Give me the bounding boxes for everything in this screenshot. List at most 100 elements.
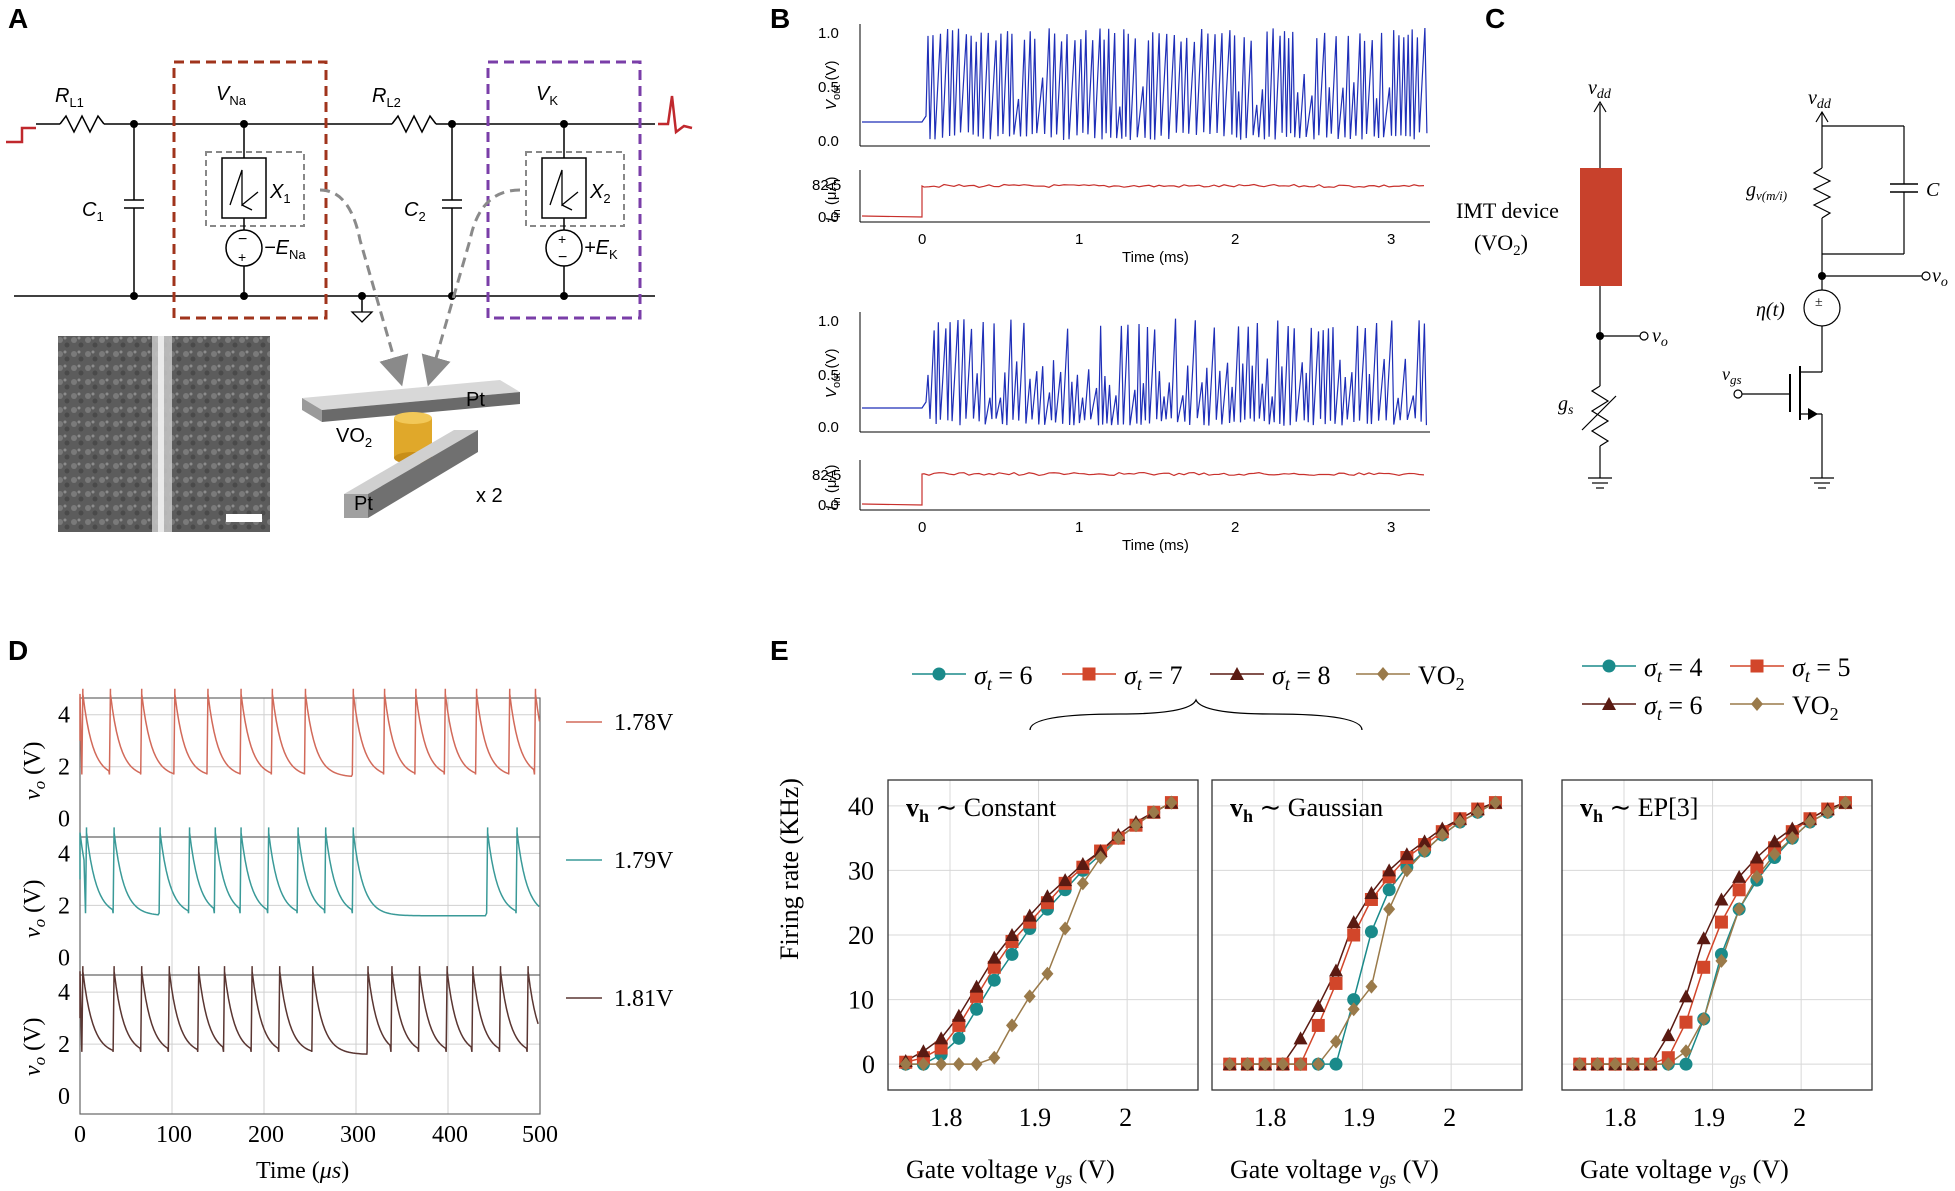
panel-a-circuit: − + + − RL1 RL2 VNa VK C1 C2 X1 X2 −ENa … xyxy=(6,60,693,532)
c-right-gv: gv(m/i) xyxy=(1746,179,1787,203)
legLeft-label-1: σt = 7 xyxy=(1124,661,1183,694)
pt-top-label: Pt xyxy=(466,389,485,411)
e-point-1-2-10 xyxy=(1399,847,1414,861)
x2-label: X2 xyxy=(589,181,611,206)
e-point-1-3-14 xyxy=(1471,805,1484,820)
b2-xlabel: Time (ms) xyxy=(1122,537,1189,554)
e-point-2-3-12 xyxy=(1786,831,1799,846)
d-ylabel-1: vo (V) xyxy=(20,742,49,800)
b2-iin-trace xyxy=(861,471,1425,506)
output-spike-icon xyxy=(658,95,693,135)
e-point-0-0-5 xyxy=(987,973,1001,987)
legLeft-label-0: σt = 6 xyxy=(974,661,1033,694)
d-ytick-1-0: 4 xyxy=(58,841,70,867)
legLeft-marker-2 xyxy=(1230,667,1244,680)
e-xlabel-0: Gate voltage vgs (V) xyxy=(906,1155,1115,1188)
ena-label: −ENa xyxy=(264,237,306,262)
e-point-2-2-9 xyxy=(1732,869,1747,883)
x2-device-icon xyxy=(541,157,587,219)
panel-b-traces: 1.0 0.5 0.0 82.5 0.0 0 1 2 3 Time (ms) V… xyxy=(812,24,1430,554)
e-point-2-3-6 xyxy=(1680,1044,1692,1059)
e-point-2-3-5 xyxy=(1662,1057,1675,1072)
c-right-cap: C xyxy=(1926,179,1940,201)
e-point-1-1-7 xyxy=(1347,928,1361,942)
e-point-0-3-1 xyxy=(917,1057,930,1072)
e-xtick-2-2: 2 xyxy=(1793,1103,1806,1132)
d-ytick-1-1: 2 xyxy=(58,893,70,919)
e-point-1-3-2 xyxy=(1259,1057,1272,1072)
e-point-2-3-2 xyxy=(1609,1057,1622,1072)
input-step-icon xyxy=(6,126,36,144)
svg-text:−: − xyxy=(238,231,247,248)
legRight-item-0: σt = 4 xyxy=(1582,653,1703,686)
e-point-1-2-6 xyxy=(1329,963,1343,977)
d-ytick-0-2: 0 xyxy=(58,807,70,833)
d-trace-179 xyxy=(79,827,540,917)
legLeft-marker-3 xyxy=(1377,667,1389,681)
b1-vout-label: Vout (V) xyxy=(823,61,843,110)
e-point-0-2-7 xyxy=(1022,908,1037,922)
e-point-0-1-3 xyxy=(952,1018,966,1032)
c1-label: C1 xyxy=(82,199,104,224)
e-point-2-2-12 xyxy=(1785,821,1800,835)
b2-vout-label: Vout (V) xyxy=(823,349,843,398)
vo2-label: VO2 xyxy=(336,425,372,450)
legRight-label-2: σt = 6 xyxy=(1644,691,1703,724)
e-point-2-1-9 xyxy=(1732,883,1746,897)
panel-d-traces: 4 2 0 4 2 0 4 2 0 vo (V) vo (V) vo (V) 0 100 200… xyxy=(20,688,674,1184)
e-point-0-2-9 xyxy=(1058,873,1073,887)
svg-text:±: ± xyxy=(1815,295,1823,310)
e-point-1-3-8 xyxy=(1365,979,1378,994)
c-right-vgs: vgs xyxy=(1722,364,1742,387)
e-point-0-2-6 xyxy=(1005,928,1019,941)
e-point-0-1-2 xyxy=(934,1041,948,1055)
d-xtick-4: 400 xyxy=(432,1122,468,1148)
legLeft-label-3: VO2 xyxy=(1418,661,1465,694)
e-point-0-3-3 xyxy=(952,1057,965,1072)
legLeft-label-2: σt = 8 xyxy=(1272,661,1331,694)
resistor-rl2 xyxy=(391,114,437,134)
c-right-vdd: vdd xyxy=(1808,87,1832,112)
d-xtick-0: 0 xyxy=(74,1122,86,1148)
d-xtick-1: 100 xyxy=(156,1122,192,1148)
b2-vtick-1: 1.0 xyxy=(818,313,839,330)
e-point-2-3-15 xyxy=(1839,795,1852,810)
e-point-0-0-4 xyxy=(970,1002,984,1016)
rl1-label: RL1 xyxy=(55,85,84,110)
e-point-0-3-6 xyxy=(1006,1018,1018,1033)
e-ytick-1: 30 xyxy=(848,856,874,885)
e-point-0-3-9 xyxy=(1059,921,1072,936)
b2-vout-trace xyxy=(862,318,1428,426)
e-point-2-2-5 xyxy=(1661,1028,1676,1042)
e-point-2-1-7 xyxy=(1697,960,1711,974)
e-point-1-3-15 xyxy=(1489,795,1502,810)
e-point-2-3-3 xyxy=(1626,1057,1639,1072)
b2-itick-1: 82.5 xyxy=(812,467,841,484)
d-trace-181 xyxy=(79,966,539,1055)
d-legend-181: 1.81V xyxy=(614,986,674,1012)
e-line-1-3 xyxy=(1229,801,1496,1065)
imt-device-sub: (VO2) xyxy=(1474,230,1528,259)
e-ytick-3: 10 xyxy=(848,986,874,1015)
e-point-2-2-7 xyxy=(1696,931,1711,945)
panel-label-a: A xyxy=(8,3,28,34)
c-right-eta: η(t) xyxy=(1756,299,1785,321)
b2-ttick-0: 0 xyxy=(918,519,926,536)
legRight-marker-0 xyxy=(1602,659,1616,673)
legRight-label-0: σt = 4 xyxy=(1644,653,1703,686)
e-point-0-2-5 xyxy=(987,950,1002,964)
e-point-1-3-6 xyxy=(1330,1034,1342,1049)
d-xlabel: Time (μs) xyxy=(256,1158,349,1184)
e-point-0-3-4 xyxy=(970,1057,983,1072)
b1-itick-1: 82.5 xyxy=(812,177,841,194)
e-point-0-3-2 xyxy=(935,1057,948,1072)
e-xtick-2-0: 1.8 xyxy=(1604,1103,1637,1132)
e-point-1-0-8 xyxy=(1364,925,1378,939)
e-point-2-1-8 xyxy=(1714,915,1728,929)
pt-bottom-label: Pt xyxy=(354,493,373,515)
e-point-1-2-5 xyxy=(1311,999,1326,1013)
legLeft-marker-0 xyxy=(932,667,946,681)
e-point-1-2-11 xyxy=(1417,834,1432,848)
